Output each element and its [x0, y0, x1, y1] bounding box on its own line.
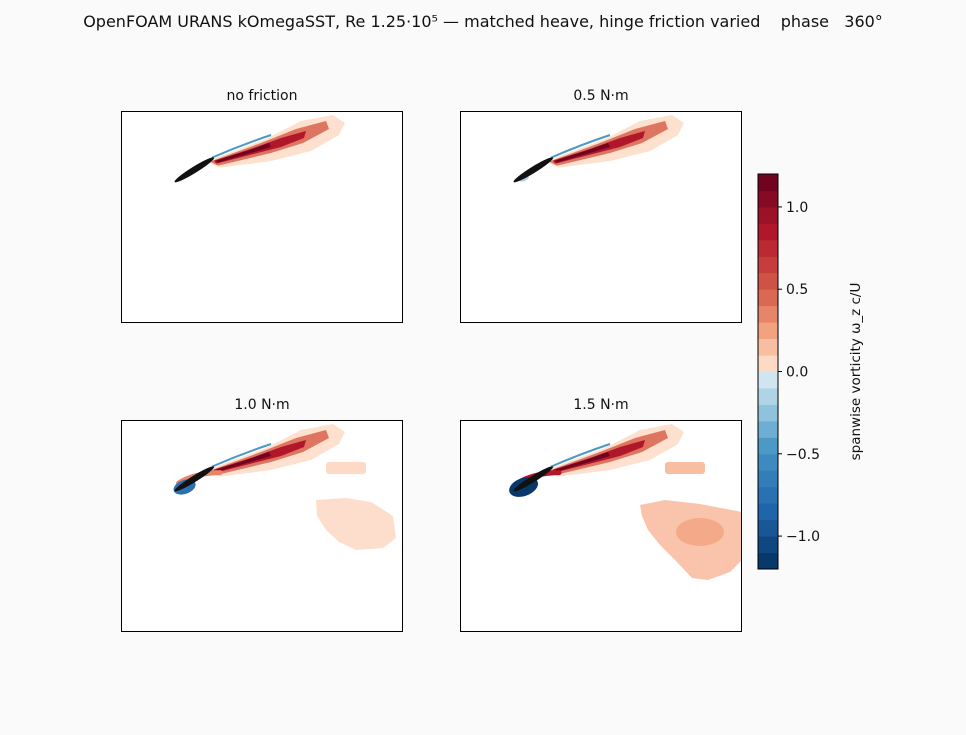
colorbar-level — [758, 223, 778, 241]
wake-shear-layer — [206, 424, 345, 477]
airfoil — [513, 466, 554, 492]
colorbar-tick-label: 0.0 — [786, 365, 808, 381]
colorbar-level — [758, 387, 778, 405]
negative-sheet — [550, 134, 611, 159]
negative-sheet — [550, 443, 611, 468]
wake-core-max — [555, 452, 610, 472]
negative-sheet — [211, 443, 272, 468]
colorbar-level — [758, 256, 778, 274]
figure-title: OpenFOAM URANS kOmegaSST, Re 1.25·10⁵ — … — [83, 12, 883, 31]
colorbar-level — [758, 206, 778, 224]
panel-friction-0-5: 0.5 N·m — [460, 88, 742, 323]
stray-vortex — [326, 462, 366, 474]
axes-frame — [121, 420, 403, 632]
panel-title: no friction — [226, 88, 298, 104]
colorbar-level — [758, 470, 778, 488]
colorbar-level — [758, 437, 778, 455]
colorbar-level — [758, 355, 778, 372]
vorticity-field-plot — [121, 111, 403, 323]
colorbar-level — [758, 305, 778, 323]
colorbar-level — [758, 322, 778, 340]
wake-core-max — [555, 143, 610, 163]
colorbar-level — [758, 239, 778, 257]
wake-shear-layer — [545, 115, 684, 168]
stray-vortex — [665, 462, 705, 474]
axes-frame — [121, 111, 403, 323]
axes-frame — [460, 111, 742, 323]
far-field-vortex-patch — [640, 500, 742, 580]
colorbar-level — [758, 536, 778, 554]
colorbar-level — [758, 289, 778, 307]
colorbar-levels — [758, 174, 778, 570]
panel-title: 1.5 N·m — [573, 397, 629, 413]
vorticity-field-plot — [460, 420, 742, 632]
far-patch-core — [676, 518, 724, 546]
colorbar-level — [758, 453, 778, 471]
airfoil — [513, 157, 554, 183]
colorbar-level — [758, 486, 778, 504]
colorbar-level — [758, 404, 778, 422]
far-field-vortex-patch — [316, 498, 396, 550]
airfoil — [174, 157, 215, 183]
vorticity-field-plot — [121, 420, 403, 632]
colorbar-level — [758, 503, 778, 521]
colorbar-level — [758, 552, 778, 570]
colorbar-tick-label: 0.5 — [786, 282, 808, 298]
colorbar-tick-label: −1.0 — [786, 529, 820, 545]
colorbar-level — [758, 519, 778, 537]
axes-frame — [460, 420, 742, 632]
colorbar: −1.0 −0.5 0.0 0.5 1.0 spanwise vorticity ω_z … — [757, 173, 864, 570]
colorbar-tick-label: −0.5 — [786, 447, 820, 463]
panel-title: 1.0 N·m — [234, 397, 290, 413]
colorbar-level — [758, 338, 778, 356]
vorticity-field-plot — [460, 111, 742, 323]
negative-sheet — [211, 134, 272, 159]
panel-friction-1-5: 1.5 N·m — [460, 397, 742, 632]
colorbar-level — [758, 174, 778, 191]
airfoil — [174, 466, 215, 492]
panel-friction-1-0: 1.0 N·m — [121, 397, 403, 632]
colorbar-level — [758, 272, 778, 290]
wake-core-max — [216, 452, 271, 472]
panel-no-friction: no friction — [121, 88, 403, 323]
far-patch — [316, 498, 396, 550]
colorbar-level — [758, 420, 778, 438]
wake-core-max — [216, 143, 271, 163]
colorbar-level — [758, 371, 778, 389]
colorbar-tick-label: 1.0 — [786, 200, 808, 216]
colorbar-level — [758, 190, 778, 208]
wake-shear-layer — [206, 115, 345, 168]
wake-shear-layer — [545, 424, 684, 477]
panel-title: 0.5 N·m — [573, 88, 629, 104]
colorbar-label: spanwise vorticity ω_z c/U — [848, 283, 864, 461]
